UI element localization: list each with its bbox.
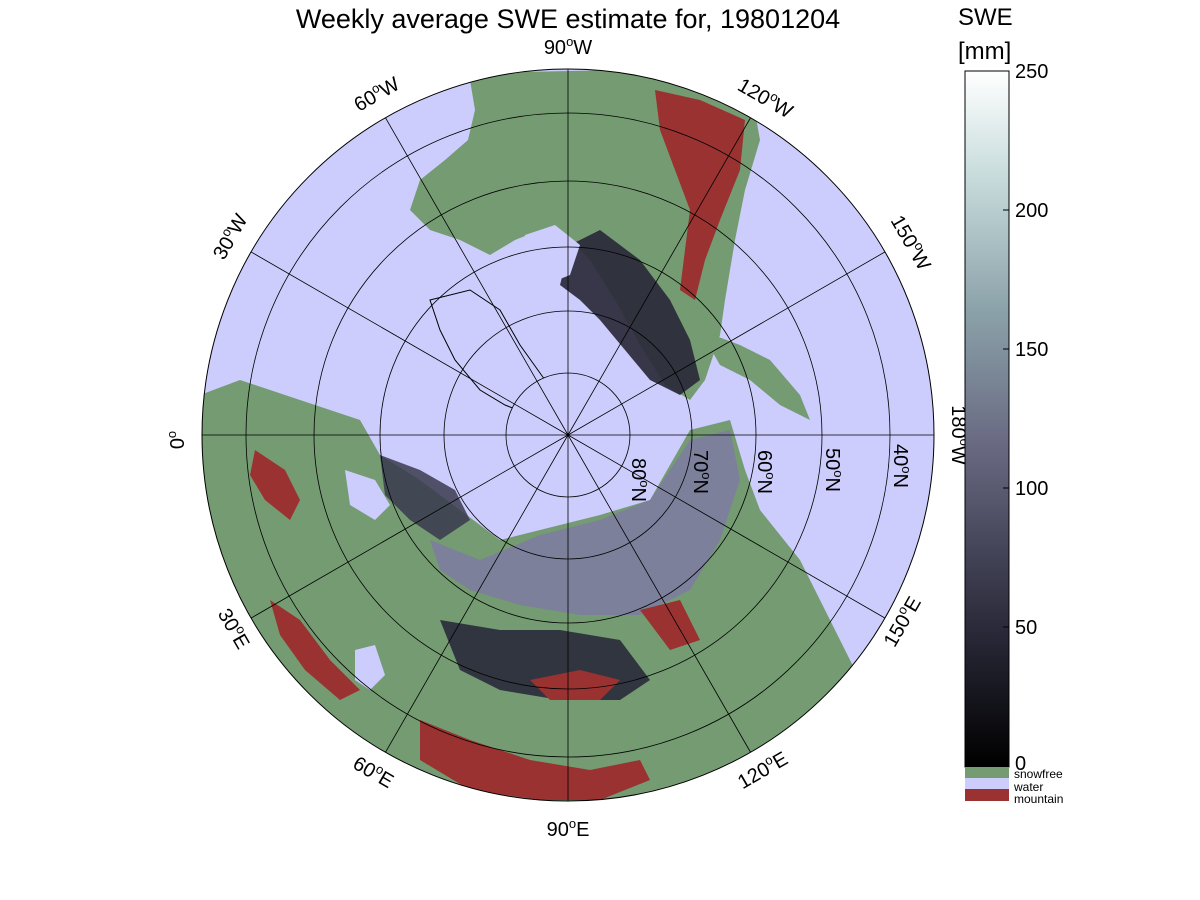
lon-label-150w: 150oW [886, 210, 937, 274]
lon-label-90w: 90oW [544, 34, 592, 59]
colorbar-tick-100: 100 [1015, 478, 1049, 500]
map-title: Weekly average SWE estimate for, 1980120… [295, 4, 841, 34]
snow-shallow-europe [380, 455, 470, 540]
snow-shallow-canada [560, 230, 700, 395]
lon-label-90e: 90oE [547, 816, 590, 841]
lon-label-180w: 180oW [947, 405, 972, 465]
land-alaska-coast [700, 330, 810, 420]
colorbar-title: SWE [958, 4, 1013, 31]
lon-label-30w: 30oW [207, 209, 253, 263]
colorbar [964, 70, 1010, 801]
map-border [201, 68, 935, 802]
legend-water: water [1014, 780, 1044, 794]
colorbar-tick-0: 0 [1015, 753, 1027, 775]
swatch-snowfree [965, 767, 1009, 778]
mountain-tianshan [530, 670, 620, 700]
colorbar-tick-50: 50 [1015, 617, 1038, 639]
legend-mountain: mountain [1014, 792, 1064, 806]
colorbar-ticks [1003, 70, 1009, 767]
lat-label-60n: 60oN [753, 450, 778, 494]
snow-deep-siberia [430, 430, 740, 615]
legend-snowfree: snowfree [1014, 767, 1063, 781]
swatch-water [965, 778, 1009, 789]
lat-label-80n: 80oN [627, 458, 652, 502]
lon-label-60e: 60oE [349, 750, 399, 793]
swatch-mountain [965, 789, 1009, 801]
lon-label-0: 0o [164, 431, 189, 449]
colorbar-tick-200: 200 [1015, 200, 1049, 222]
graticule [202, 69, 934, 801]
colorbar-tick-250: 250 [1015, 61, 1049, 83]
mountain-rockies [655, 90, 745, 300]
colorbar-gradient [964, 70, 1010, 768]
mountain-europe [250, 450, 300, 520]
water-caspian [355, 645, 385, 690]
water-hudson-bay [525, 225, 580, 285]
mountain-caucasus [270, 600, 360, 700]
water-baltic [345, 470, 390, 520]
lat-label-70n: 70oN [689, 450, 714, 494]
mountain-himalaya [420, 720, 650, 800]
lat-label-50n: 50oN [821, 448, 846, 492]
colorbar-units: [mm] [958, 38, 1012, 65]
lat-label-40n: 40oN [889, 444, 914, 488]
colorbar-tick-150: 150 [1015, 339, 1049, 361]
lon-label-60w: 60oW [349, 71, 403, 117]
mountain-east-asia [640, 600, 700, 650]
